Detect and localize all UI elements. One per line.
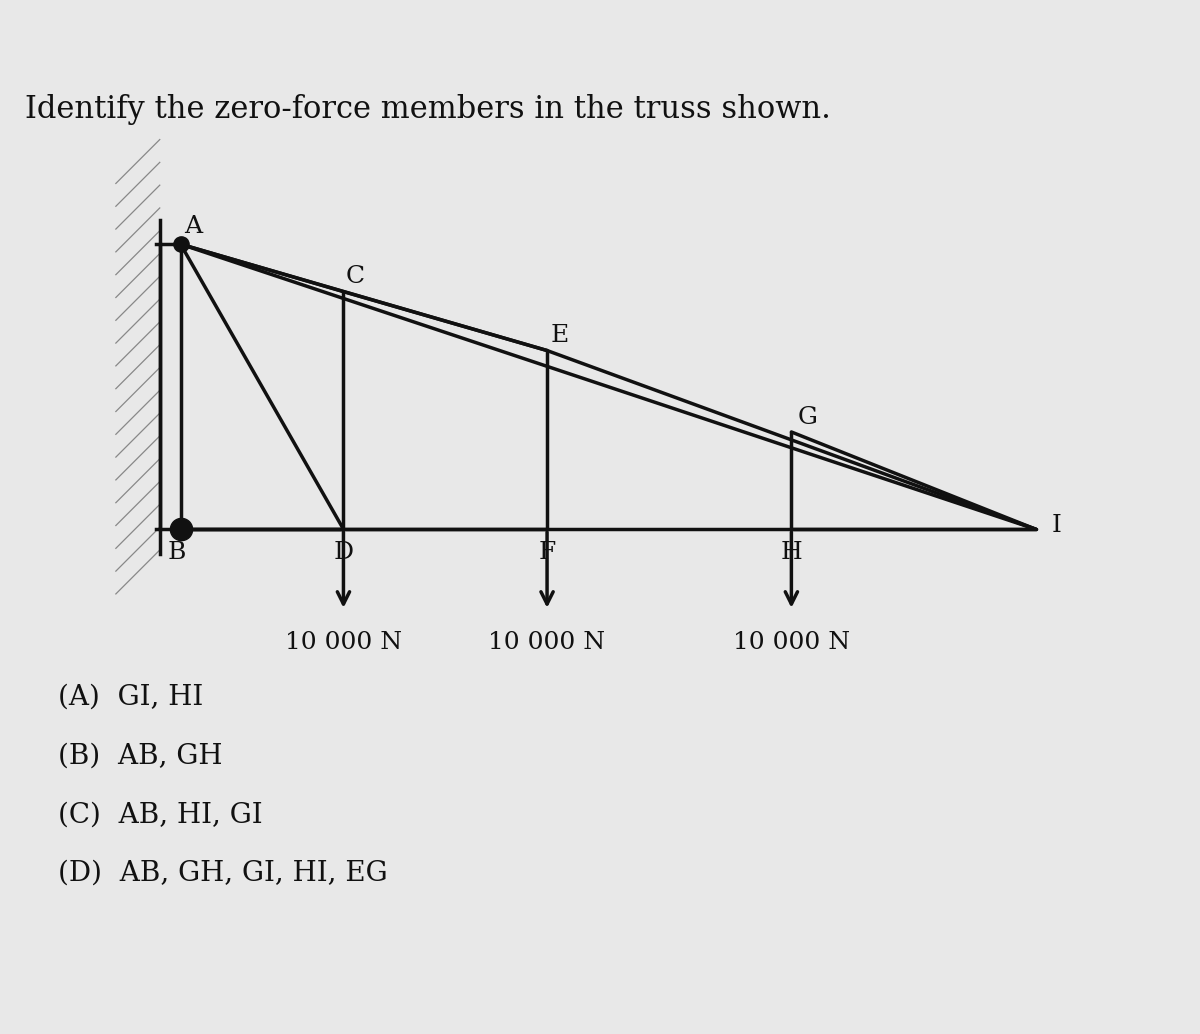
- Text: F: F: [539, 541, 556, 564]
- Text: (C)  AB, HI, GI: (C) AB, HI, GI: [59, 801, 263, 828]
- Text: (B)  AB, GH: (B) AB, GH: [59, 742, 223, 769]
- Text: G: G: [798, 405, 817, 429]
- Text: B: B: [167, 541, 186, 564]
- Text: 10 000 N: 10 000 N: [733, 631, 850, 655]
- Text: A: A: [184, 215, 202, 238]
- Text: (D)  AB, GH, GI, HI, EG: (D) AB, GH, GI, HI, EG: [59, 860, 388, 887]
- Text: H: H: [780, 541, 803, 564]
- Text: D: D: [334, 541, 354, 564]
- Text: Identify the zero-force members in the truss shown.: Identify the zero-force members in the t…: [25, 94, 832, 125]
- Text: (A)  GI, HI: (A) GI, HI: [59, 683, 204, 711]
- Text: E: E: [550, 325, 569, 347]
- Text: C: C: [346, 266, 365, 288]
- Text: 10 000 N: 10 000 N: [284, 631, 402, 655]
- Text: I: I: [1051, 514, 1061, 537]
- Text: 10 000 N: 10 000 N: [488, 631, 606, 655]
